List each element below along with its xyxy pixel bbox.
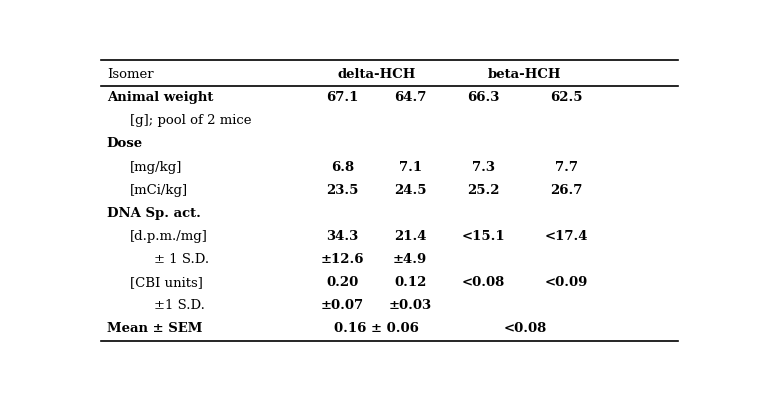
Text: Dose: Dose xyxy=(106,137,143,150)
Text: ±4.9: ±4.9 xyxy=(393,253,427,266)
Text: Mean ± SEM: Mean ± SEM xyxy=(106,322,202,335)
Text: <0.09: <0.09 xyxy=(544,276,588,289)
Text: 25.2: 25.2 xyxy=(467,184,500,197)
Text: Animal weight: Animal weight xyxy=(106,91,213,104)
Text: 34.3: 34.3 xyxy=(326,230,359,243)
Text: 67.1: 67.1 xyxy=(326,91,359,104)
Text: [mg/kg]: [mg/kg] xyxy=(131,160,182,173)
Text: <17.4: <17.4 xyxy=(544,230,588,243)
Text: ±0.03: ±0.03 xyxy=(388,299,432,312)
Text: [mCi/kg]: [mCi/kg] xyxy=(131,184,188,197)
Text: [d.p.m./mg]: [d.p.m./mg] xyxy=(131,230,208,243)
Text: 64.7: 64.7 xyxy=(394,91,426,104)
Text: 23.5: 23.5 xyxy=(326,184,359,197)
Text: 7.1: 7.1 xyxy=(398,160,422,173)
Text: <15.1: <15.1 xyxy=(462,230,505,243)
Text: 7.7: 7.7 xyxy=(555,160,578,173)
Text: 24.5: 24.5 xyxy=(394,184,426,197)
Text: Isomer: Isomer xyxy=(106,68,154,81)
Text: ±0.07: ±0.07 xyxy=(321,299,364,312)
Text: 66.3: 66.3 xyxy=(467,91,500,104)
Text: 0.16 ± 0.06: 0.16 ± 0.06 xyxy=(334,322,419,335)
Text: 7.3: 7.3 xyxy=(472,160,496,173)
Text: 26.7: 26.7 xyxy=(550,184,582,197)
Text: 0.12: 0.12 xyxy=(394,276,426,289)
Text: 0.20: 0.20 xyxy=(326,276,359,289)
Text: ±12.6: ±12.6 xyxy=(321,253,364,266)
Text: beta-HCH: beta-HCH xyxy=(488,68,562,81)
Text: DNA Sp. act.: DNA Sp. act. xyxy=(106,207,201,220)
Text: 21.4: 21.4 xyxy=(394,230,426,243)
Text: delta-HCH: delta-HCH xyxy=(337,68,416,81)
Text: <0.08: <0.08 xyxy=(462,276,505,289)
Text: [CBI units]: [CBI units] xyxy=(131,276,203,289)
Text: 62.5: 62.5 xyxy=(550,91,582,104)
Text: ± 1 S.D.: ± 1 S.D. xyxy=(154,253,209,266)
Text: <0.08: <0.08 xyxy=(503,322,546,335)
Text: [g]; pool of 2 mice: [g]; pool of 2 mice xyxy=(131,114,252,127)
Text: ±1 S.D.: ±1 S.D. xyxy=(154,299,204,312)
Text: 6.8: 6.8 xyxy=(331,160,354,173)
